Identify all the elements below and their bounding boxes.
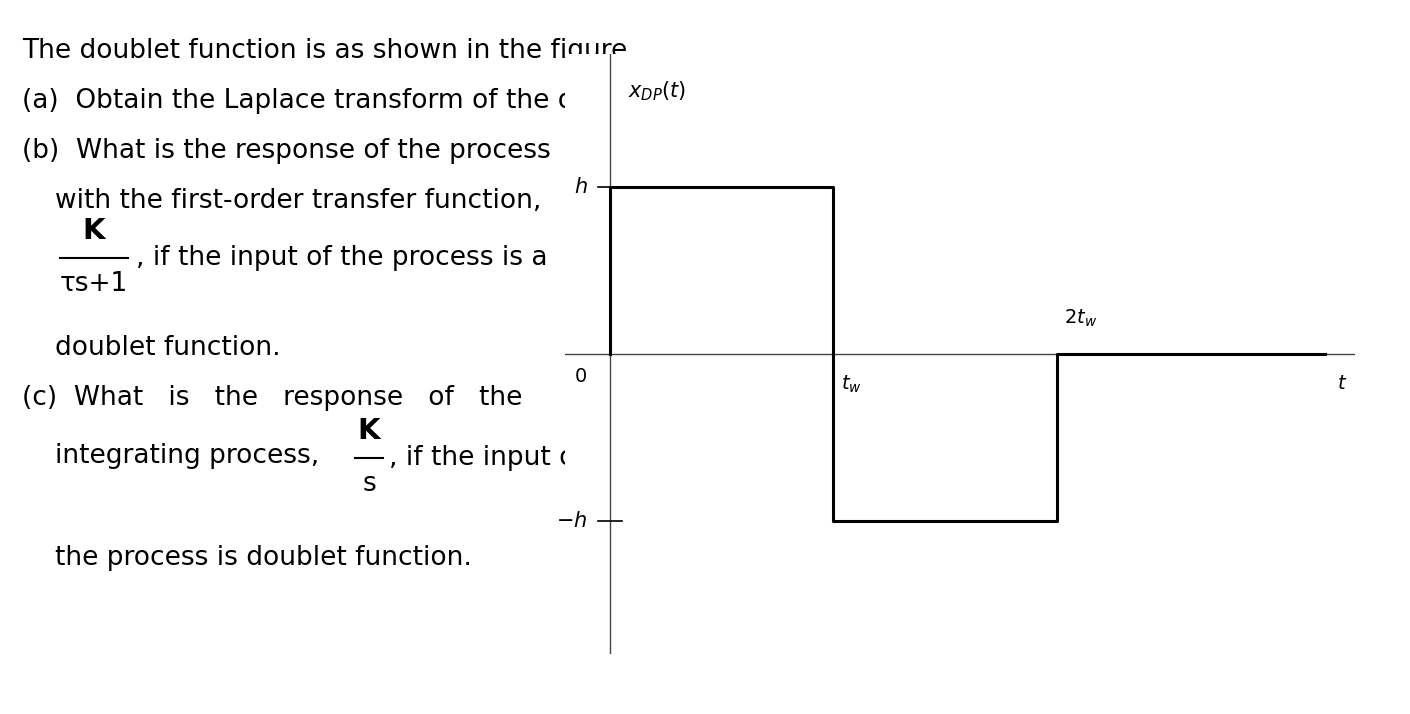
Text: The doublet function is as shown in the figure.: The doublet function is as shown in the … bbox=[23, 38, 636, 64]
Text: $h$: $h$ bbox=[574, 177, 588, 197]
Text: (a)  Obtain the Laplace transform of the doublet function.: (a) Obtain the Laplace transform of the … bbox=[23, 88, 784, 114]
Text: with the first-order transfer function,: with the first-order transfer function, bbox=[55, 188, 541, 214]
Text: , if the input of the process is a: , if the input of the process is a bbox=[135, 245, 547, 271]
Text: (c)  What   is   the   response   of   the: (c) What is the response of the bbox=[23, 385, 522, 411]
Text: doublet function.: doublet function. bbox=[55, 335, 281, 361]
Text: s: s bbox=[362, 471, 376, 497]
Text: K: K bbox=[358, 417, 381, 445]
Text: the process is doublet function.: the process is doublet function. bbox=[55, 545, 472, 571]
Text: $x_{DP}(t)$: $x_{DP}(t)$ bbox=[627, 79, 685, 103]
Text: τs+1: τs+1 bbox=[59, 271, 128, 297]
Text: $t$: $t$ bbox=[1337, 374, 1348, 393]
Text: K: K bbox=[83, 217, 106, 245]
Text: integrating process,: integrating process, bbox=[55, 443, 319, 469]
Text: $2t_w$: $2t_w$ bbox=[1065, 308, 1097, 329]
Text: $t_w$: $t_w$ bbox=[840, 374, 862, 396]
Text: (b)  What is the response of the process: (b) What is the response of the process bbox=[23, 138, 551, 164]
Text: $0$: $0$ bbox=[574, 367, 588, 386]
Text: , if the input of: , if the input of bbox=[389, 445, 585, 471]
Text: $-h$: $-h$ bbox=[556, 511, 588, 531]
